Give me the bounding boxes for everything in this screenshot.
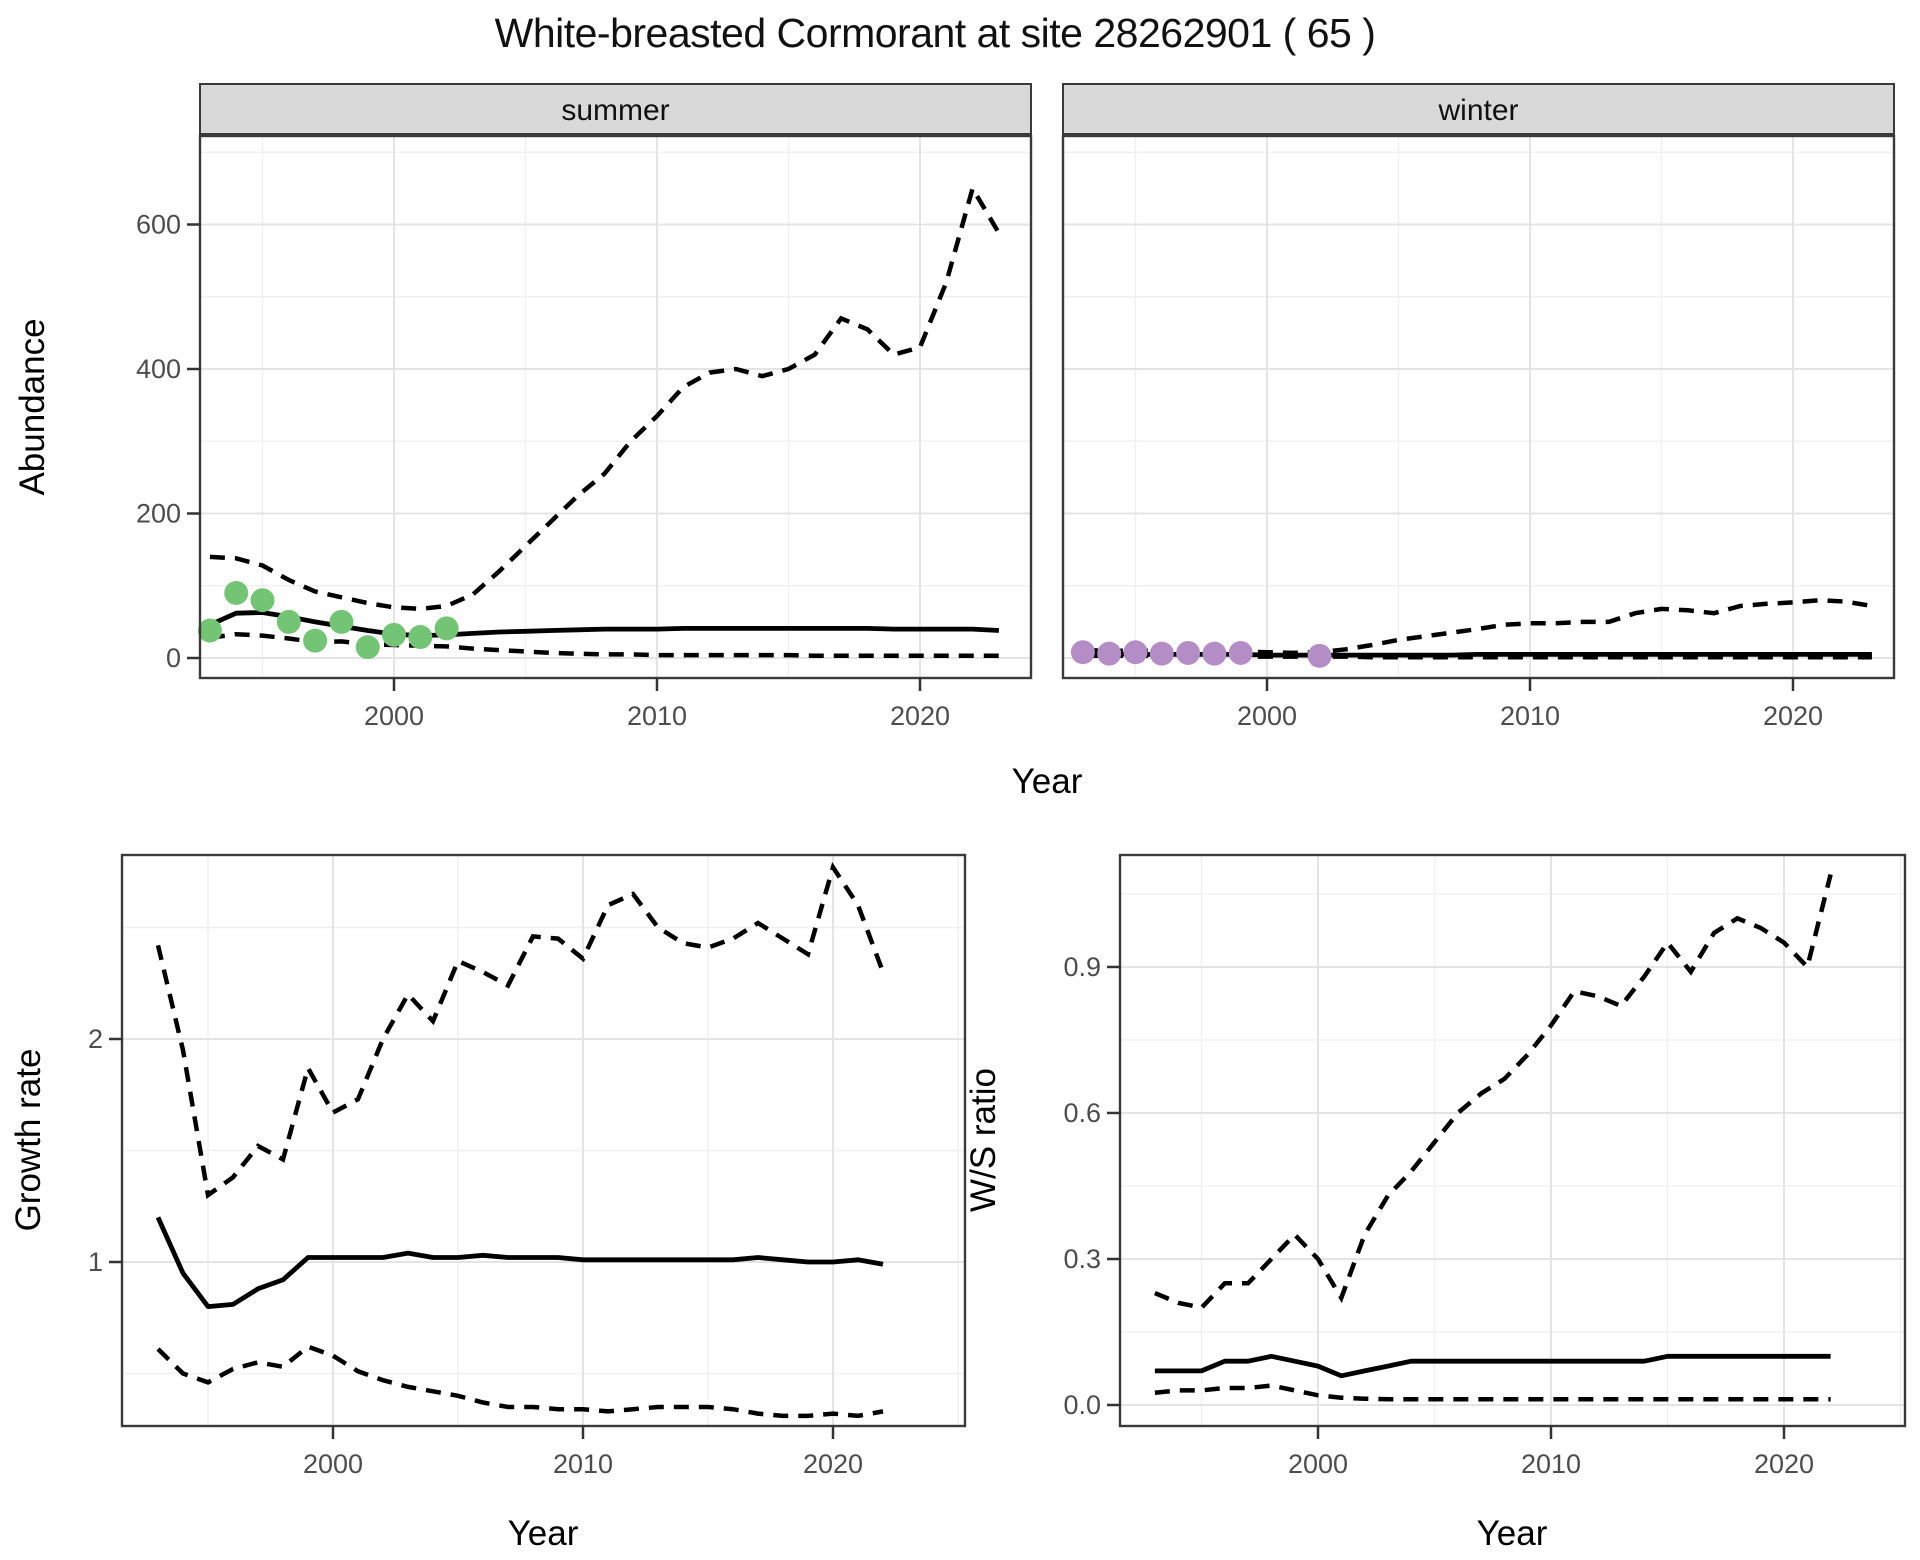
growth-rate-panel-background (122, 855, 965, 1426)
growth-rate-panel-upper-ci-line (155, 861, 886, 1200)
summer-panel-strip (199, 83, 1032, 135)
ws-ratio-panel-y-tick-label: 0.9 (1063, 952, 1101, 982)
ws-ratio-panel-x-tick-label: 2000 (1288, 1449, 1348, 1479)
growth-rate-panel-x-tick-label: 2000 (303, 1449, 363, 1479)
summer-panel-observed-point (382, 622, 406, 647)
winter-panel-observed-point (1070, 640, 1095, 665)
winter-panel-border (1061, 134, 1896, 680)
growth-y-axis-title: Growth rate (9, 1049, 48, 1232)
growth-rate-panel-median-line (155, 1216, 884, 1309)
growth-x-axis-title: Year (508, 1514, 579, 1553)
winter-panel-observed-point (1123, 640, 1148, 665)
winter-panel-observed-point (1176, 640, 1201, 665)
growth-rate-panel-lower-ci-line (156, 1344, 884, 1419)
winter-panel-observed-point (1097, 641, 1122, 666)
winter-panel-observed-point (1149, 641, 1174, 666)
summer-panel-border (198, 134, 1033, 680)
summer-panel-strip-label: summer (561, 94, 669, 127)
top-x-axis-title: Year (1012, 762, 1083, 801)
winter-panel-strip-label: winter (1437, 94, 1518, 127)
summer-panel-x-tick-label: 2020 (890, 701, 950, 731)
summer-panel-y-tick-label: 600 (136, 210, 181, 240)
summer-panel-background (200, 136, 1031, 678)
growth-rate-panel-x-tick-label: 2020 (803, 1449, 863, 1479)
winter-panel-x-tick-label: 2000 (1237, 701, 1297, 731)
summer-panel-y-tick-label: 0 (166, 643, 181, 673)
summer-panel-observed-point (355, 635, 380, 660)
summer-panel-observed-point (224, 580, 249, 605)
ws-ratio-panel-y-tick-label: 0.0 (1063, 1390, 1101, 1420)
winter-panel-observed-point (1228, 640, 1253, 665)
summer-panel-observed-point (303, 628, 328, 653)
plot-title: White-breasted Cormorant at site 2826290… (494, 10, 1376, 56)
growth-rate-panel-y-tick-label: 1 (88, 1247, 103, 1277)
ws-ratio-panel-median-line (1154, 1353, 1831, 1379)
winter-panel-observed-point (1307, 643, 1332, 668)
summer-panel-y-tick-label: 400 (136, 354, 181, 384)
winter-panel-strip (1062, 83, 1895, 135)
ws-y-axis-title: W/S ratio (964, 1068, 1003, 1212)
ws-ratio-panel-border (1118, 853, 1907, 1428)
summer-panel-observed-point (250, 588, 275, 613)
ws-ratio-panel-y-tick-label: 0.3 (1063, 1244, 1101, 1274)
growth-rate-panel-x-tick-label: 2010 (553, 1449, 613, 1479)
winter-panel-observed-point (1202, 641, 1227, 666)
ws-ratio-panel-x-tick-label: 2020 (1754, 1449, 1814, 1479)
winter-panel-background (1063, 136, 1894, 678)
summer-panel-observed-point (329, 609, 354, 634)
ws-x-axis-title: Year (1477, 1514, 1548, 1553)
winter-panel-x-tick-label: 2020 (1763, 701, 1823, 731)
summer-panel-observed-point (434, 616, 459, 641)
growth-rate-panel-y-tick-label: 2 (88, 1024, 103, 1054)
summer-panel-observed-point (276, 609, 301, 634)
ws-ratio-panel-x-tick-label: 2010 (1521, 1449, 1581, 1479)
winter-panel-x-tick-label: 2010 (1500, 701, 1560, 731)
ws-ratio-panel-background (1120, 855, 1905, 1426)
summer-panel-observed-point (408, 625, 433, 650)
summer-panel-y-tick-label: 200 (136, 499, 181, 529)
summer-panel-upper-ci-line (209, 182, 1001, 612)
summer-panel-lower-ci-line (209, 631, 999, 659)
growth-rate-panel-border (120, 853, 967, 1428)
winter-panel-median-line (1082, 651, 1872, 658)
summer-panel-x-tick-label: 2010 (627, 701, 687, 731)
ws-ratio-panel-lower-ci-line (1154, 1383, 1831, 1402)
ws-ratio-panel-y-tick-label: 0.6 (1063, 1098, 1101, 1128)
abundance-y-axis-title: Abundance (13, 318, 52, 495)
summer-panel-x-tick-label: 2000 (364, 701, 424, 731)
ws-ratio-panel-upper-ci-line (1154, 873, 1833, 1311)
summer-panel-observed-point (197, 618, 222, 643)
